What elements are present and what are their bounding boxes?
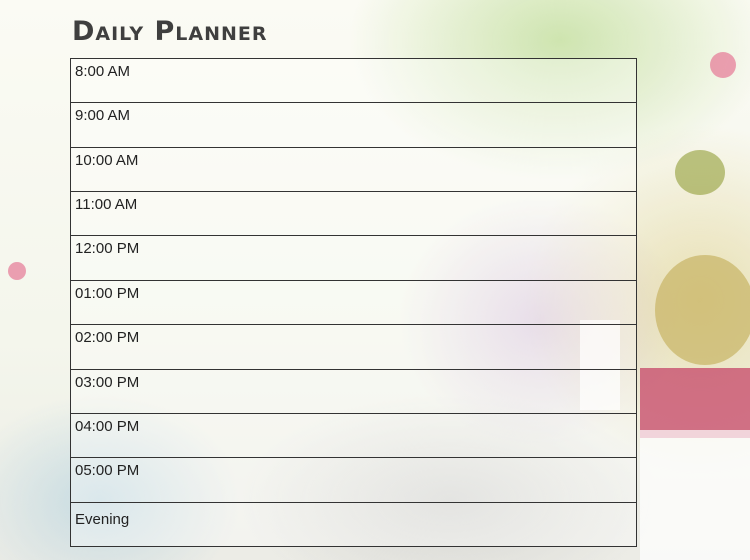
time-label: 03:00 PM (75, 373, 140, 391)
tree-foliage-decoration (675, 150, 725, 195)
time-label: 11:00 AM (75, 196, 138, 214)
time-slot-row[interactable]: 05:00 PM (71, 457, 636, 502)
schedule-grid: 8:00 AM 9:00 AM 10:00 AM 11:00 AM 12:00 … (70, 58, 637, 547)
time-slot-row[interactable]: 12:00 PM (71, 235, 636, 280)
house-decoration (580, 320, 620, 410)
time-label: 8:00 AM (75, 63, 131, 80)
tree-foliage-decoration (655, 255, 750, 365)
page-title: Daily Planner (72, 16, 268, 47)
time-slot-row[interactable]: 01:00 PM (71, 279, 636, 325)
time-label: Evening (75, 510, 130, 528)
time-slot-row[interactable]: 02:00 PM (71, 324, 636, 369)
roof-decoration (640, 368, 750, 438)
flower-decoration (8, 262, 26, 280)
time-label: 9:00 AM (75, 107, 131, 125)
time-slot-row[interactable]: 9:00 AM (71, 102, 636, 147)
time-label: 10:00 AM (75, 151, 139, 169)
time-label: 05:00 PM (75, 462, 140, 480)
time-slot-row[interactable]: 04:00 PM (71, 412, 636, 458)
time-label: 12:00 PM (75, 240, 140, 258)
time-label: 04:00 PM (75, 417, 140, 435)
flower-decoration (710, 52, 736, 78)
time-slot-row[interactable]: 11:00 AM (71, 191, 636, 236)
time-label: 01:00 PM (75, 284, 140, 302)
time-slot-row-evening[interactable]: Evening (71, 501, 636, 546)
house-decoration (640, 430, 750, 560)
time-label: 02:00 PM (75, 329, 140, 347)
time-slot-row[interactable]: 03:00 PM (71, 368, 636, 413)
time-slot-row[interactable]: 8:00 AM (71, 59, 636, 103)
time-slot-row[interactable]: 10:00 AM (71, 146, 636, 192)
